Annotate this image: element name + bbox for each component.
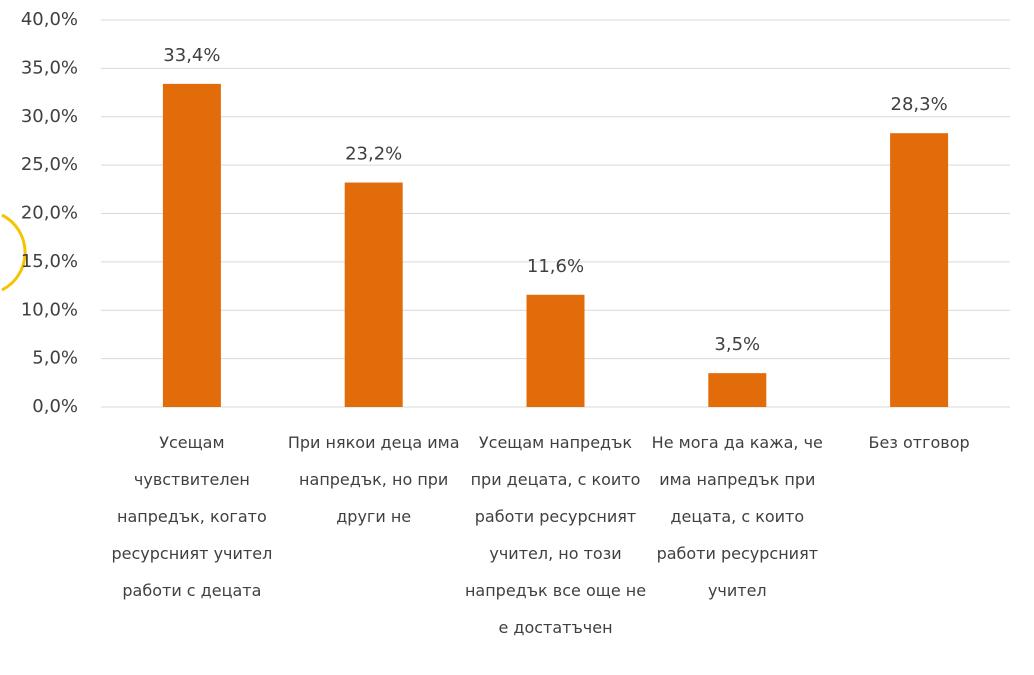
x-tick-label: Не мога да кажа, че има напредък при дец… [651, 433, 823, 600]
y-tick-label: 25,0% [21, 154, 78, 175]
bar [344, 182, 403, 407]
data-label: 23,2% [345, 144, 402, 165]
data-label: 33,4% [163, 45, 220, 66]
data-label: 28,3% [891, 94, 948, 115]
bar [162, 83, 221, 407]
x-tick-label: Усещам чувствителен напредък, когато рес… [111, 433, 273, 600]
decoration-arc [1, 213, 27, 292]
y-tick-label: 10,0% [21, 299, 78, 320]
y-tick-label: 5,0% [32, 348, 78, 369]
x-tick-label: Без отговор [868, 433, 970, 452]
y-tick-label: 15,0% [21, 251, 78, 272]
y-tick-label: 30,0% [21, 106, 78, 127]
y-tick-label: 20,0% [21, 203, 78, 224]
y-tick-label: 40,0% [21, 9, 78, 30]
data-label: 3,5% [714, 334, 760, 355]
bar [708, 373, 767, 407]
bar [526, 294, 585, 407]
y-tick-label: 0,0% [32, 396, 78, 417]
x-tick-label: Усещам напредък при децата, с които рабо… [464, 433, 647, 637]
bar [890, 133, 949, 407]
x-tick-label: При някои деца има напредък, но при друг… [287, 433, 460, 526]
data-label: 11,6% [527, 256, 584, 277]
y-tick-label: 35,0% [21, 57, 78, 78]
